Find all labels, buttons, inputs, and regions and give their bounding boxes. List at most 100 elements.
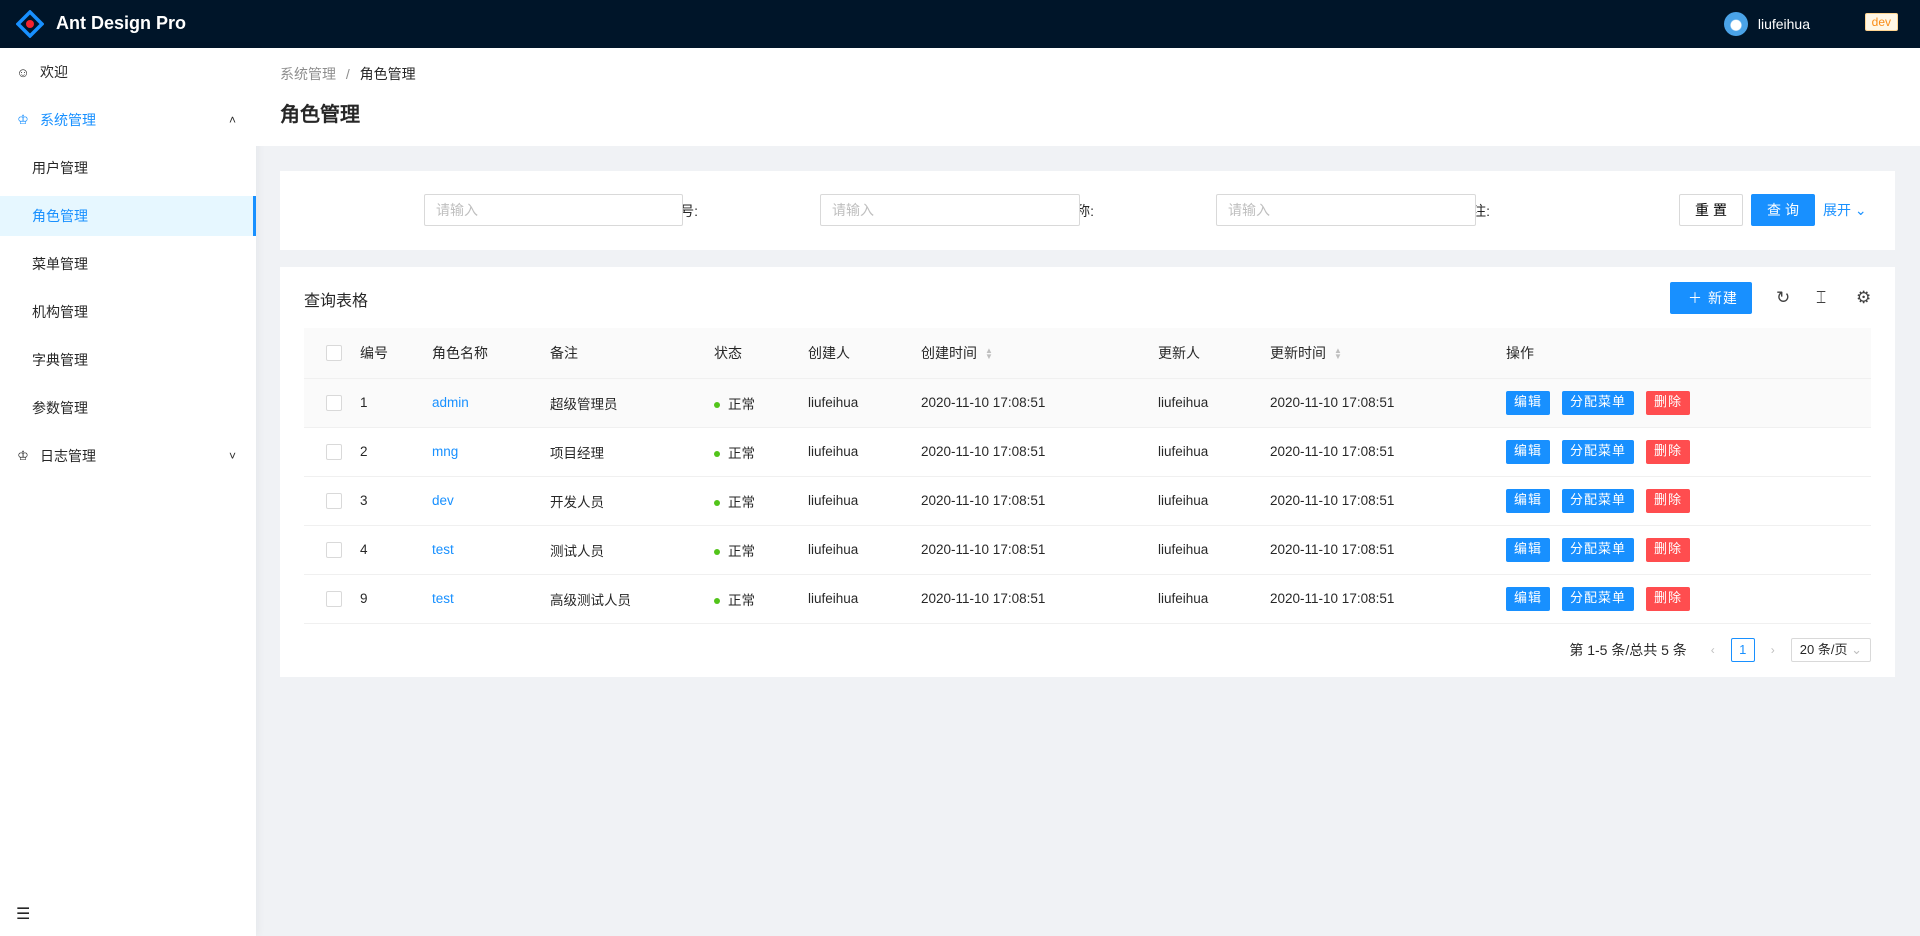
col-header-sortable[interactable]: 创建时间 ▲ ▼ (921, 328, 1158, 379)
pagination-summary: 第 1-5 条/总共 5 条 (1569, 642, 1687, 658)
delete-button[interactable]: 删除 (1646, 586, 1691, 611)
row-checkbox[interactable] (326, 541, 342, 558)
cell-created-time: 2020-11-10 17:08:51 (921, 427, 1158, 477)
page-size-value: 20 条/页 (1799, 642, 1848, 657)
cell-id: 2 (360, 427, 432, 477)
col-header: 创建人 (808, 328, 921, 379)
cell-updater: liufeihua (1158, 427, 1270, 477)
setting-icon[interactable]: ⚙ (1856, 288, 1872, 307)
crown-icon: ♔ (17, 448, 29, 463)
role-name-link[interactable]: test (432, 591, 454, 606)
table-row: 3 dev 开发人员 正常 liufeihua 2020-11-10 17:08… (304, 476, 1871, 526)
remark-input[interactable] (1216, 194, 1476, 226)
reset-button[interactable]: 重置 (1679, 194, 1743, 226)
delete-button[interactable]: 删除 (1646, 439, 1691, 464)
role-name-link[interactable]: test (432, 542, 454, 557)
sidebar-item-orgs[interactable]: 机构管理 (0, 292, 256, 332)
col-header-sortable[interactable]: 更新时间 ▲ ▼ (1270, 328, 1506, 379)
cell-updater: liufeihua (1158, 574, 1270, 624)
sidebar-item-welcome[interactable]: ☺ 欢迎 (0, 52, 256, 92)
col-header: 操作 (1506, 328, 1871, 379)
status-dot (714, 499, 720, 506)
env-tag: dev (1864, 13, 1898, 31)
column-height-icon[interactable]: ⌶ (1816, 288, 1827, 307)
assign-menu-button[interactable]: 分配菜单 (1562, 439, 1635, 464)
cell-remark: 高级测试人员 (550, 574, 714, 624)
delete-button[interactable]: 删除 (1646, 537, 1691, 562)
page-size-select[interactable]: 20 条/页 ⌄ (1790, 638, 1871, 662)
role-name-input[interactable] (820, 194, 1080, 226)
cell-updated-time: 2020-11-10 17:08:51 (1270, 525, 1506, 575)
row-checkbox[interactable] (326, 394, 342, 411)
row-checkbox[interactable] (326, 590, 342, 607)
table-title: 查询表格 (304, 293, 369, 310)
cell-updated-time: 2020-11-10 17:08:51 (1270, 378, 1506, 428)
menu-fold-icon[interactable]: ☰ (16, 906, 31, 923)
role-name-link[interactable]: mng (432, 444, 459, 459)
sort-icon[interactable]: ▲ ▼ (985, 346, 993, 362)
role-name-link[interactable]: dev (432, 493, 454, 508)
edit-button[interactable]: 编辑 (1506, 586, 1551, 611)
sidebar-item-label: 系统管理 (40, 112, 96, 128)
username[interactable]: liufeihua (1757, 16, 1810, 32)
sidebar-item-label: 字典管理 (32, 352, 88, 368)
sidebar-item-roles[interactable]: 角色管理 (0, 196, 256, 236)
avatar[interactable] (1723, 12, 1748, 36)
page-item[interactable]: 1 (1730, 638, 1755, 662)
sidebar-item-params[interactable]: 参数管理 (0, 388, 256, 428)
sidebar-item-system[interactable]: ♔ 系统管理 ˄ (0, 100, 256, 140)
cell-updater: liufeihua (1158, 525, 1270, 575)
select-all-checkbox[interactable] (326, 345, 342, 362)
edit-button[interactable]: 编辑 (1506, 439, 1551, 464)
cell-id: 9 (360, 574, 432, 624)
edit-button[interactable]: 编辑 (1506, 390, 1551, 415)
plus-icon: ＋ (1688, 290, 1708, 306)
expand-link[interactable]: 展开 ⌄ (1823, 200, 1867, 220)
sidebar-item-menus[interactable]: 菜单管理 (0, 244, 256, 284)
assign-menu-button[interactable]: 分配菜单 (1562, 537, 1635, 562)
sidebar-item-label: 欢迎 (40, 64, 68, 80)
crown-icon: ♔ (17, 112, 29, 127)
cell-remark: 超级管理员 (550, 378, 714, 428)
cell-updated-time: 2020-11-10 17:08:51 (1270, 476, 1506, 526)
top-header: Ant Design Pro liufeihua dev (0, 0, 1920, 48)
new-button[interactable]: ＋ 新建 (1670, 282, 1752, 314)
sidebar-item-logs[interactable]: ♔ 日志管理 ˅ (0, 436, 256, 476)
cell-updater: liufeihua (1158, 476, 1270, 526)
delete-button[interactable]: 删除 (1646, 390, 1691, 415)
smile-icon: ☺ (16, 64, 30, 80)
sort-icon[interactable]: ▲ ▼ (1334, 346, 1342, 362)
ant-design-logo-icon[interactable] (16, 10, 44, 38)
row-checkbox[interactable] (326, 492, 342, 509)
edit-button[interactable]: 编辑 (1506, 537, 1551, 562)
chevron-down-icon: ⌄ (1851, 642, 1862, 657)
sidebar-item-users[interactable]: 用户管理 (0, 148, 256, 188)
row-checkbox[interactable] (326, 443, 342, 460)
col-header: 更新人 (1158, 328, 1270, 379)
user-menu[interactable]: liufeihua (1723, 12, 1810, 36)
role-name-link[interactable]: admin (432, 395, 469, 410)
sidebar-item-dicts[interactable]: 字典管理 (0, 340, 256, 380)
assign-menu-button[interactable]: 分配菜单 (1562, 488, 1635, 513)
sidebar-item-label: 日志管理 (40, 448, 96, 464)
id-input[interactable] (424, 194, 683, 226)
assign-menu-button[interactable]: 分配菜单 (1562, 586, 1635, 611)
status-dot (714, 401, 720, 408)
reload-icon[interactable]: ↻ (1776, 288, 1791, 307)
query-button[interactable]: 查询 (1751, 194, 1815, 226)
next-page-icon[interactable]: › (1770, 643, 1775, 657)
edit-button[interactable]: 编辑 (1506, 488, 1551, 513)
col-header: 角色名称 (432, 328, 550, 379)
status-badge: 正常 (728, 592, 755, 608)
table-header-row: 编号 角色名称 备注 状态 创建人 创建时间 ▲ ▼ 更新人 更新时间 ▲ ▼ 操作 (304, 328, 1871, 379)
brand-title[interactable]: Ant Design Pro (56, 13, 187, 33)
cell-remark: 开发人员 (550, 476, 714, 526)
assign-menu-button[interactable]: 分配菜单 (1562, 390, 1635, 415)
breadcrumb-system[interactable]: 系统管理 (280, 66, 336, 82)
prev-page-icon[interactable]: ‹ (1710, 643, 1715, 657)
delete-button[interactable]: 删除 (1646, 488, 1691, 513)
breadcrumb: 系统管理 / 角色管理 (280, 64, 416, 84)
sidebar-item-label: 机构管理 (32, 304, 88, 320)
cell-creator: liufeihua (808, 525, 921, 575)
chevron-down-icon: ˅ (228, 449, 236, 463)
